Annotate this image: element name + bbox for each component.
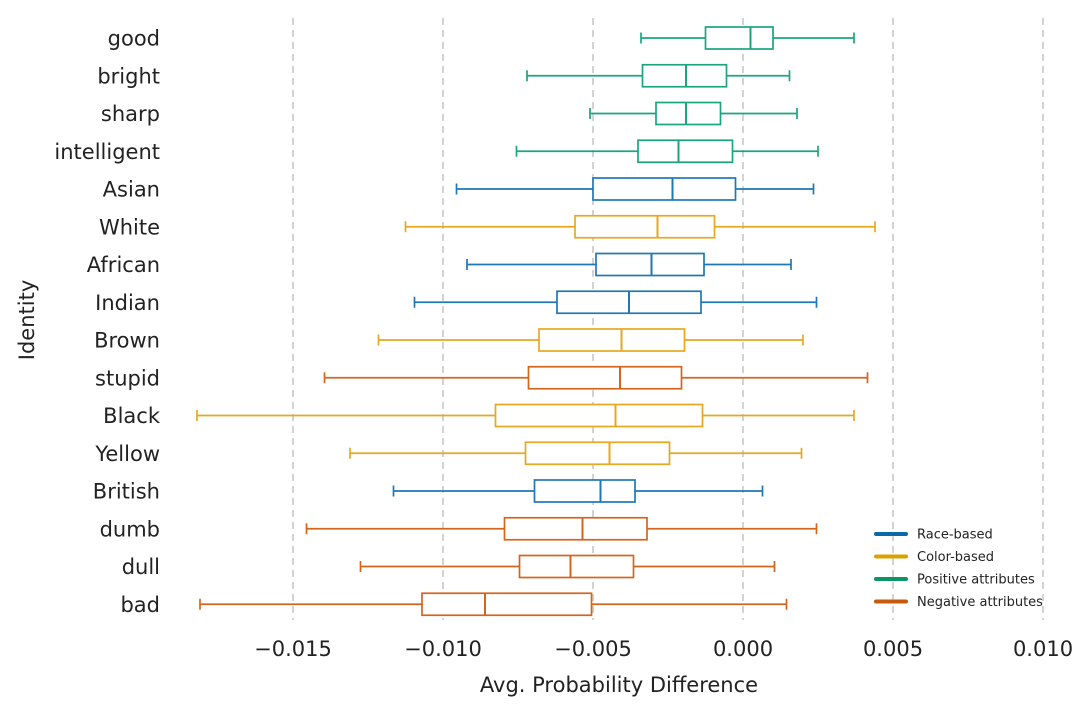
gridlines — [292, 18, 1044, 620]
category-label: Black — [103, 404, 161, 428]
box-iqr — [527, 365, 683, 390]
box-stupid — [323, 365, 869, 390]
category-label: Indian — [95, 291, 160, 315]
x-axis-title: Avg. Probability Difference — [480, 673, 758, 697]
category-label: intelligent — [54, 140, 160, 164]
category-label: British — [93, 480, 160, 504]
box-iqr — [641, 63, 728, 88]
category-label: Brown — [94, 329, 160, 353]
category-label: Asian — [103, 178, 160, 202]
category-label: African — [87, 253, 160, 277]
box-iqr — [637, 139, 734, 164]
x-tick-label: −0.005 — [554, 637, 632, 661]
category-label: bright — [97, 64, 160, 88]
box-african — [466, 252, 792, 277]
box-iqr — [518, 554, 635, 579]
box-iqr — [704, 26, 774, 50]
x-tick-label: −0.015 — [254, 637, 332, 661]
box-black — [196, 403, 855, 428]
legend-item: Race-based — [874, 528, 993, 543]
box-indian — [413, 290, 818, 315]
x-tick-label: 0.000 — [713, 637, 773, 661]
box-sharp — [589, 101, 798, 126]
box-iqr — [655, 101, 722, 126]
x-tick-label: −0.010 — [404, 637, 482, 661]
legend-item: Color-based — [874, 550, 994, 565]
box-iqr — [494, 403, 704, 428]
category-label: stupid — [95, 366, 160, 390]
category-label: Yellow — [94, 442, 160, 466]
box-iqr — [538, 328, 686, 352]
box-dumb — [305, 516, 818, 541]
box-asian — [455, 177, 815, 201]
category-label: dull — [122, 555, 160, 579]
box-british — [392, 479, 764, 503]
category-label: bad — [120, 593, 160, 617]
category-labels: good bright sharp intelligent Asian White Afri… — [54, 27, 160, 617]
box-brown — [377, 328, 804, 352]
x-tick-label: 0.005 — [863, 637, 923, 661]
y-axis-title: Identity — [15, 280, 39, 360]
box-bright — [526, 63, 791, 88]
box-yellow — [349, 441, 803, 466]
legend-label: Race-based — [917, 528, 993, 543]
legend-item: Positive attributes — [874, 573, 1035, 588]
category-label: dumb — [100, 517, 160, 541]
box-good — [640, 26, 855, 50]
category-label: good — [108, 27, 160, 51]
box-series — [196, 26, 876, 617]
box-iqr — [503, 516, 648, 541]
x-tick-labels: −0.015 −0.010 −0.005 0.000 0.005 0.010 — [254, 637, 1073, 661]
box-intelligent — [515, 139, 819, 164]
box-iqr — [533, 479, 636, 503]
category-label: sharp — [101, 102, 160, 126]
legend-label: Positive attributes — [917, 573, 1035, 588]
box-white — [404, 214, 876, 239]
box-bad — [199, 592, 788, 617]
box-iqr — [421, 592, 593, 617]
legend-item: Negative attributes — [874, 595, 1043, 610]
legend-label: Color-based — [917, 550, 994, 565]
box-iqr — [592, 177, 737, 201]
box-iqr — [595, 252, 705, 277]
box-iqr — [574, 214, 716, 239]
legend-label: Negative attributes — [917, 595, 1043, 610]
box-iqr — [524, 441, 671, 466]
box-dull — [359, 554, 776, 579]
category-label: White — [99, 215, 160, 239]
x-tick-label: 0.010 — [1013, 637, 1073, 661]
legend: Race-based Color-based Positive attributes… — [874, 528, 1043, 610]
